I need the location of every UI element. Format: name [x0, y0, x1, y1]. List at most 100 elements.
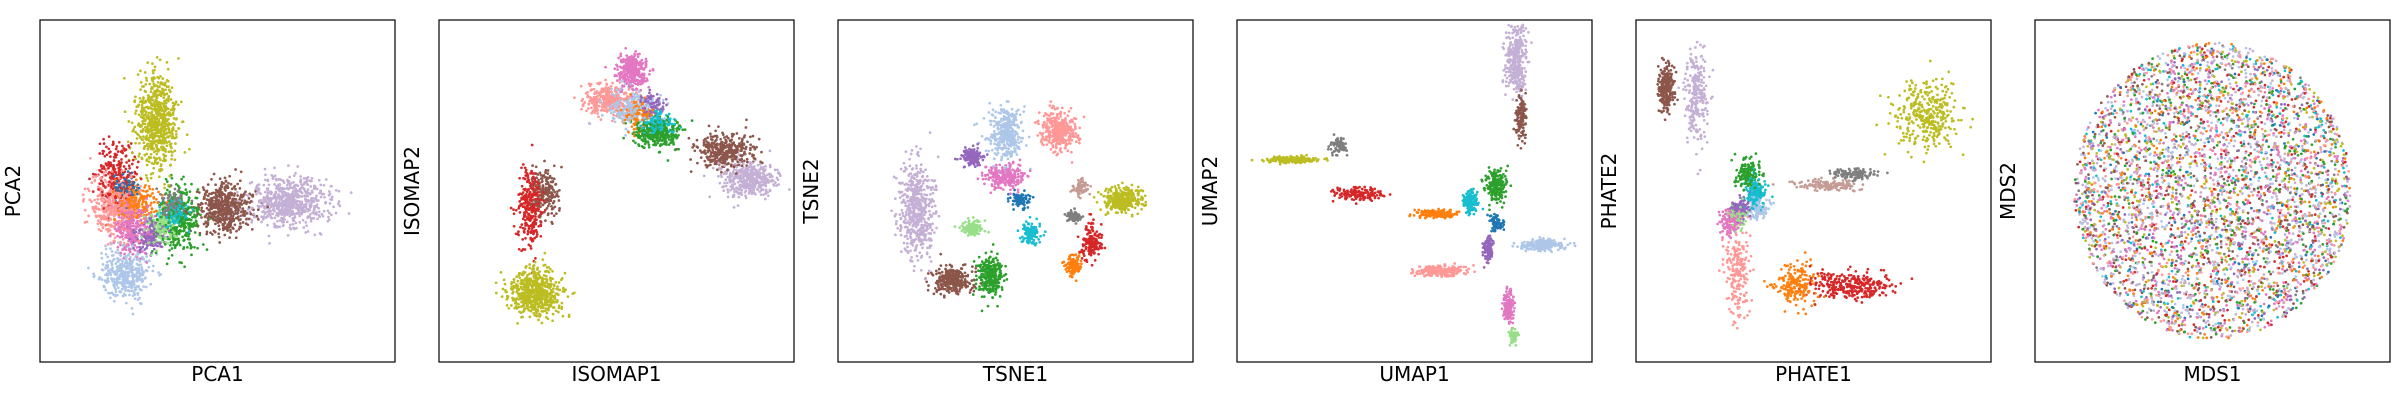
scatter-point — [170, 253, 174, 257]
scatter-point — [123, 279, 127, 283]
scatter-point — [257, 199, 261, 203]
scatter-point — [301, 183, 304, 187]
scatter-point — [302, 177, 306, 180]
scatter-point — [128, 293, 131, 297]
scatter-point — [551, 201, 555, 205]
scatter-point — [265, 215, 269, 218]
scatter-point — [101, 223, 105, 226]
scatter-point — [256, 204, 260, 208]
scatter-point — [132, 181, 136, 184]
scatter-point — [100, 188, 104, 192]
scatter-point — [133, 208, 136, 212]
scatter-point — [110, 250, 114, 253]
scatter-point — [127, 285, 131, 289]
scatter-point — [185, 133, 189, 137]
scatter-point — [91, 172, 95, 176]
scatter-point — [285, 186, 288, 190]
scatter-point — [176, 103, 180, 107]
scatter-point — [165, 262, 169, 266]
scatter-point — [260, 220, 263, 224]
scatter-point — [294, 171, 297, 175]
scatter-point — [229, 231, 233, 234]
scatter-point — [190, 199, 194, 203]
scatter-point — [152, 166, 156, 170]
scatter-point — [151, 107, 155, 111]
scatter-point — [349, 191, 353, 194]
scatter-point — [149, 230, 153, 234]
scatter-point — [146, 230, 149, 234]
scatter-point — [704, 137, 707, 141]
scatter-point — [327, 193, 331, 197]
scatter-point — [127, 164, 131, 168]
scatter-point — [113, 227, 117, 231]
scatter-point — [220, 191, 224, 194]
scatter-point — [127, 239, 130, 243]
scatter-point — [324, 178, 328, 181]
scatter-point — [304, 202, 308, 206]
scatter-point — [142, 285, 146, 288]
scatter-point — [109, 291, 112, 295]
scatter-point — [161, 194, 164, 197]
scatter-point — [244, 222, 248, 225]
scatter-point — [293, 215, 297, 219]
scatter-point — [313, 205, 316, 208]
scatter-point — [254, 190, 257, 193]
scatter-point — [180, 177, 183, 181]
scatter-point — [245, 212, 248, 215]
scatter-point — [96, 198, 100, 201]
scatter-point — [304, 205, 308, 209]
scatter-point — [122, 263, 126, 267]
scatter-point — [175, 243, 178, 247]
scatter-point — [177, 211, 181, 215]
scatter-point — [224, 216, 228, 219]
scatter-point — [159, 75, 162, 78]
scatter-point — [217, 219, 221, 223]
scatter-point — [184, 218, 187, 221]
scatter-point — [266, 223, 269, 227]
scatter-point — [246, 207, 250, 211]
scatter-point — [185, 234, 188, 238]
scatter-point — [319, 191, 323, 195]
scatter-point — [206, 218, 210, 222]
scatter-point — [334, 211, 338, 215]
scatter-point — [145, 176, 149, 180]
scatter-point — [157, 120, 161, 124]
scatter-point — [187, 218, 190, 221]
scatter-point — [299, 180, 303, 184]
scatter-point — [238, 222, 242, 225]
scatter-point — [520, 166, 523, 170]
scatter-point — [111, 140, 115, 144]
scatter-point — [230, 187, 234, 191]
scatter-point — [81, 193, 85, 197]
scatter-point — [296, 189, 300, 193]
scatter-point — [139, 136, 142, 139]
scatter-point — [109, 247, 112, 250]
scatter-point — [250, 228, 254, 231]
scatter-point — [112, 175, 116, 178]
scatter-point — [152, 229, 155, 233]
scatter-point — [104, 186, 107, 189]
scatter-point — [165, 61, 169, 64]
scatter-point — [135, 246, 139, 249]
scatter-point — [131, 129, 135, 133]
scatter-point — [154, 221, 157, 225]
scatter-point — [228, 174, 232, 178]
scatter-point — [296, 165, 300, 168]
scatter-point — [121, 294, 125, 298]
scatter-point — [93, 205, 97, 209]
scatter-point — [293, 200, 296, 204]
scatter-point — [88, 198, 92, 202]
scatter-point — [263, 204, 267, 208]
scatter-point — [192, 221, 196, 225]
scatter-point — [169, 98, 173, 101]
scatter-point — [116, 293, 119, 297]
scatter-point — [112, 156, 116, 159]
scatter-point — [214, 183, 217, 187]
scatter-point — [507, 306, 511, 310]
scatter-point — [168, 190, 172, 194]
scatter-point — [129, 219, 132, 222]
scatter-point — [140, 203, 144, 206]
scatter-point — [140, 238, 144, 242]
scatter-point — [173, 103, 177, 106]
scatter-point — [217, 224, 221, 228]
